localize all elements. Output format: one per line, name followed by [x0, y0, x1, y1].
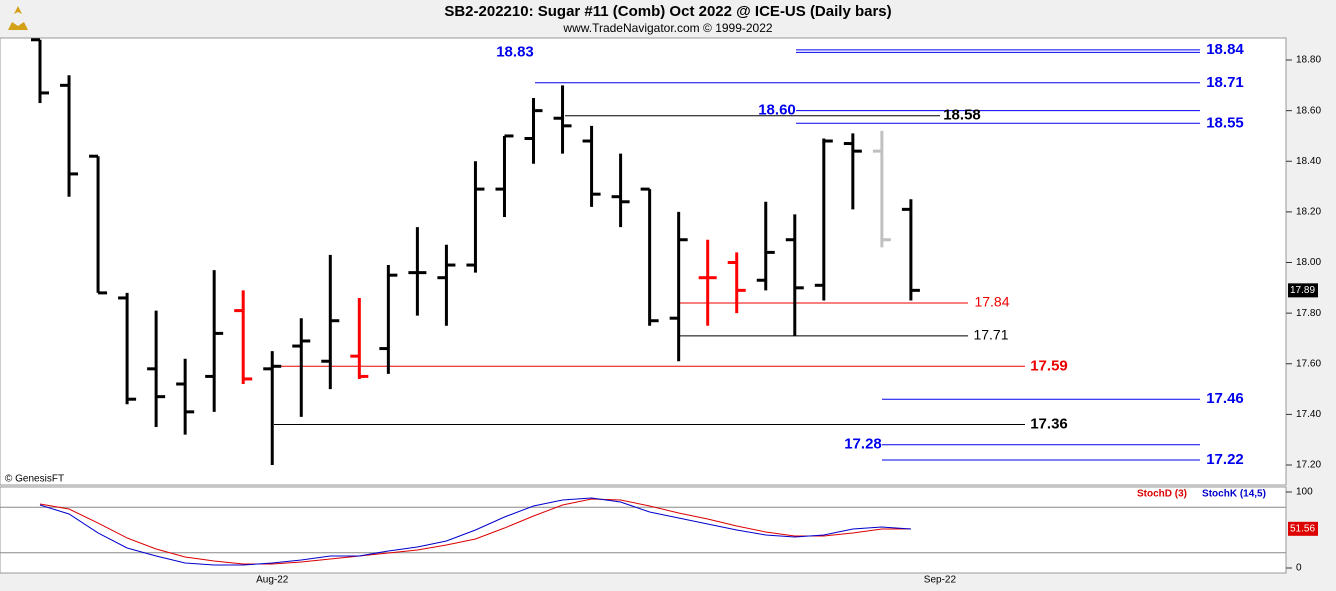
y-tick-label: 18.20	[1296, 207, 1321, 218]
level-label: 17.28	[844, 436, 882, 453]
legend-entry: StochD (3)	[1137, 489, 1187, 500]
last-price-label: 17.89	[1290, 285, 1315, 296]
y-tick-label: 18.40	[1296, 156, 1321, 167]
level-label: 17.22	[1206, 451, 1244, 468]
y-tick-label: 17.80	[1296, 308, 1321, 319]
stoch-line	[39, 497, 911, 566]
logo-shape	[8, 6, 28, 30]
indicator-panel	[0, 486, 1287, 574]
x-tick-label: Aug-22	[256, 575, 289, 586]
y-tick-label: 100	[1296, 487, 1313, 498]
legend-entry: StochK (14,5)	[1202, 489, 1266, 500]
chart-title: SB2-202210: Sugar #11 (Comb) Oct 2022 @ …	[444, 3, 891, 20]
price-panel	[0, 37, 1287, 486]
y-tick-label: 18.80	[1296, 55, 1321, 66]
level-label: 17.59	[1030, 357, 1068, 374]
y-tick-label: 17.40	[1296, 409, 1321, 420]
last-value-box	[1288, 521, 1318, 536]
level-label: 17.36	[1030, 415, 1068, 432]
last-price-box	[1288, 283, 1318, 298]
level-label: 18.83	[496, 43, 534, 60]
level-label: 18.84	[1206, 41, 1244, 58]
credit: © GenesisFT	[5, 474, 64, 485]
level-label: 17.71	[973, 327, 1008, 343]
level-label: 18.58	[943, 107, 981, 124]
logo	[4, 4, 32, 32]
y-tick-label: 18.60	[1296, 105, 1321, 116]
y-tick-label: 0	[1296, 563, 1302, 574]
x-tick-label: Sep-22	[924, 575, 957, 586]
y-tick-label: 18.00	[1296, 257, 1321, 268]
level-label: 17.84	[974, 294, 1009, 310]
level-label: 18.55	[1206, 114, 1244, 131]
stoch-line	[39, 498, 911, 565]
level-label: 18.60	[758, 102, 796, 119]
level-label: 18.71	[1206, 74, 1244, 91]
level-label: 17.46	[1206, 390, 1244, 407]
y-tick-label: 17.20	[1296, 460, 1321, 471]
y-tick-label: 17.60	[1296, 358, 1321, 369]
chart-subtitle: www.TradeNavigator.com © 1999-2022	[562, 21, 772, 35]
last-value-label: 51.56	[1290, 523, 1315, 534]
